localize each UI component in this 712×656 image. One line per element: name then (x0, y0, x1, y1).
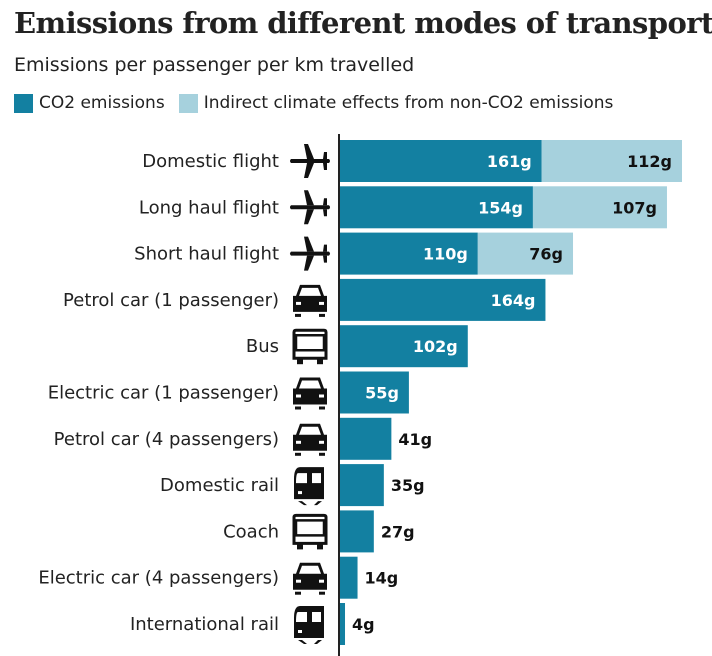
car-icon (293, 284, 327, 317)
legend: CO2 emissions Indirect climate effects f… (14, 92, 627, 114)
category-label: Domestic flight (142, 151, 279, 172)
value-label-co2: 55g (365, 384, 399, 403)
legend-label-co2: CO2 emissions (39, 93, 165, 113)
car-icon (293, 423, 327, 456)
value-label-co2: 4g (352, 615, 375, 634)
value-label-non-co2: 76g (529, 245, 563, 264)
legend-item-non-co2: Indirect climate effects from non-CO2 em… (178, 93, 614, 113)
category-label: Short haul flight (134, 244, 279, 265)
car-icon (293, 562, 327, 595)
train-icon (294, 606, 324, 644)
value-label-co2: 41g (398, 430, 432, 449)
legend-item-co2: CO2 emissions (14, 93, 165, 113)
bar-co2 (340, 417, 392, 460)
category-label: Long haul flight (139, 197, 279, 218)
value-label-co2: 161g (487, 152, 532, 171)
bar-co2 (340, 278, 546, 321)
bar-co2 (340, 186, 533, 229)
bar-co2 (340, 325, 468, 368)
value-label-co2: 27g (381, 522, 415, 541)
value-label-co2: 14g (365, 569, 399, 588)
car-icon (293, 377, 327, 410)
plane-icon (290, 190, 330, 225)
value-label-co2: 102g (413, 337, 458, 356)
value-label-non-co2: 107g (612, 198, 657, 217)
value-label-co2: 154g (478, 198, 523, 217)
category-label: International rail (130, 614, 279, 635)
bar-co2 (340, 371, 409, 414)
chart-subtitle: Emissions per passenger per km travelled (14, 54, 415, 76)
category-label: Electric car (1 passenger) (48, 383, 279, 404)
bar-co2 (340, 510, 374, 553)
category-label: Electric car (4 passengers) (38, 568, 279, 589)
value-label-co2: 110g (423, 245, 468, 264)
bar-non-co2 (541, 140, 682, 182)
chart-title: Emissions from different modes of transp… (14, 6, 712, 40)
bar-non-co2 (532, 186, 667, 229)
category-label: Bus (246, 336, 279, 357)
category-label: Petrol car (4 passengers) (54, 429, 279, 450)
plane-icon (290, 144, 330, 178)
bus-icon (292, 513, 328, 550)
bar-co2 (340, 232, 478, 275)
value-label-co2: 164g (491, 291, 536, 310)
bar-co2 (340, 603, 346, 645)
category-label: Petrol car (1 passenger) (63, 290, 279, 311)
category-label: Domestic rail (160, 475, 279, 496)
value-label-non-co2: 112g (627, 152, 672, 171)
legend-label-non-co2: Indirect climate effects from non-CO2 em… (203, 93, 614, 113)
legend-swatch-co2 (14, 93, 33, 113)
bar-co2 (340, 464, 384, 507)
category-label: Coach (223, 521, 279, 542)
plane-icon (290, 236, 330, 271)
legend-swatch-non-co2 (178, 93, 198, 113)
value-label-co2: 35g (391, 476, 425, 495)
bar-co2 (340, 556, 358, 599)
bus-icon (292, 328, 328, 365)
bar-non-co2 (477, 232, 574, 275)
train-icon (294, 467, 324, 506)
bar-co2 (340, 140, 542, 182)
